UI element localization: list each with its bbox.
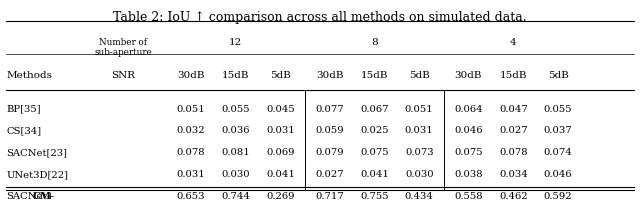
Text: 0.067: 0.067: [360, 104, 388, 113]
Text: 0.079: 0.079: [316, 148, 344, 157]
Text: 0.041: 0.041: [266, 170, 295, 179]
Text: 0.032: 0.032: [177, 126, 205, 135]
Text: SNR: SNR: [111, 71, 135, 80]
Text: 0.717: 0.717: [316, 192, 344, 201]
Text: 0.055: 0.055: [544, 104, 572, 113]
Text: Number of
sub-aperture: Number of sub-aperture: [94, 38, 152, 57]
Text: 0.462: 0.462: [499, 192, 527, 201]
Text: 0.744: 0.744: [221, 192, 250, 201]
Text: 0.078: 0.078: [177, 148, 205, 157]
Text: 0.075: 0.075: [454, 148, 483, 157]
Text: 0.055: 0.055: [221, 104, 250, 113]
Text: 0.064: 0.064: [454, 104, 483, 113]
Text: 0.025: 0.025: [360, 126, 388, 135]
Text: 0.047: 0.047: [499, 104, 527, 113]
Text: 8: 8: [371, 38, 378, 47]
Text: 0.059: 0.059: [316, 126, 344, 135]
Text: 15dB: 15dB: [500, 71, 527, 80]
Text: 30dB: 30dB: [455, 71, 482, 80]
Text: SACNet+: SACNet+: [6, 192, 55, 201]
Text: 30dB: 30dB: [316, 71, 343, 80]
Text: 0.027: 0.027: [316, 170, 344, 179]
Text: 0.031: 0.031: [405, 126, 433, 135]
Text: 0.034: 0.034: [499, 170, 527, 179]
Text: SACNet[23]: SACNet[23]: [6, 148, 67, 157]
Text: 5dB: 5dB: [270, 71, 291, 80]
Text: 0.030: 0.030: [405, 170, 433, 179]
Text: 0.046: 0.046: [454, 126, 483, 135]
Text: 0.038: 0.038: [454, 170, 483, 179]
Text: 0.081: 0.081: [221, 148, 250, 157]
Text: 0.046: 0.046: [544, 170, 572, 179]
Text: 0.045: 0.045: [266, 104, 294, 113]
Text: 0.755: 0.755: [360, 192, 388, 201]
Text: 0.041: 0.041: [360, 170, 389, 179]
Text: 0.558: 0.558: [454, 192, 483, 201]
Text: UNet3D[22]: UNet3D[22]: [6, 170, 68, 179]
Text: Table 2: IoU ↑ comparison across all methods on simulated data.: Table 2: IoU ↑ comparison across all met…: [113, 11, 527, 24]
Text: 4: 4: [510, 38, 516, 47]
Text: 0.434: 0.434: [404, 192, 434, 201]
Text: 0.031: 0.031: [266, 126, 294, 135]
Text: 15dB: 15dB: [361, 71, 388, 80]
Text: 0.030: 0.030: [221, 170, 250, 179]
Text: 12: 12: [229, 38, 242, 47]
Text: 0.653: 0.653: [177, 192, 205, 201]
Text: 0.027: 0.027: [499, 126, 527, 135]
Text: 0.077: 0.077: [316, 104, 344, 113]
Text: 0.036: 0.036: [221, 126, 250, 135]
Text: 15dB: 15dB: [222, 71, 249, 80]
Text: 0.051: 0.051: [405, 104, 433, 113]
Text: CS[34]: CS[34]: [6, 126, 42, 135]
Text: 0.075: 0.075: [360, 148, 388, 157]
Text: 0.037: 0.037: [544, 126, 572, 135]
Text: 0.031: 0.031: [177, 170, 205, 179]
Text: 0.051: 0.051: [177, 104, 205, 113]
Text: CM: CM: [33, 192, 51, 201]
Text: 0.592: 0.592: [544, 192, 572, 201]
Text: 0.069: 0.069: [266, 148, 294, 157]
Text: 5dB: 5dB: [409, 71, 429, 80]
Text: 0.269: 0.269: [266, 192, 294, 201]
Text: 30dB: 30dB: [177, 71, 204, 80]
Text: 0.073: 0.073: [405, 148, 433, 157]
Text: 0.078: 0.078: [499, 148, 527, 157]
Text: 5dB: 5dB: [548, 71, 568, 80]
Text: 0.074: 0.074: [544, 148, 572, 157]
Text: BP[35]: BP[35]: [6, 104, 41, 113]
Text: Methods: Methods: [6, 71, 52, 80]
